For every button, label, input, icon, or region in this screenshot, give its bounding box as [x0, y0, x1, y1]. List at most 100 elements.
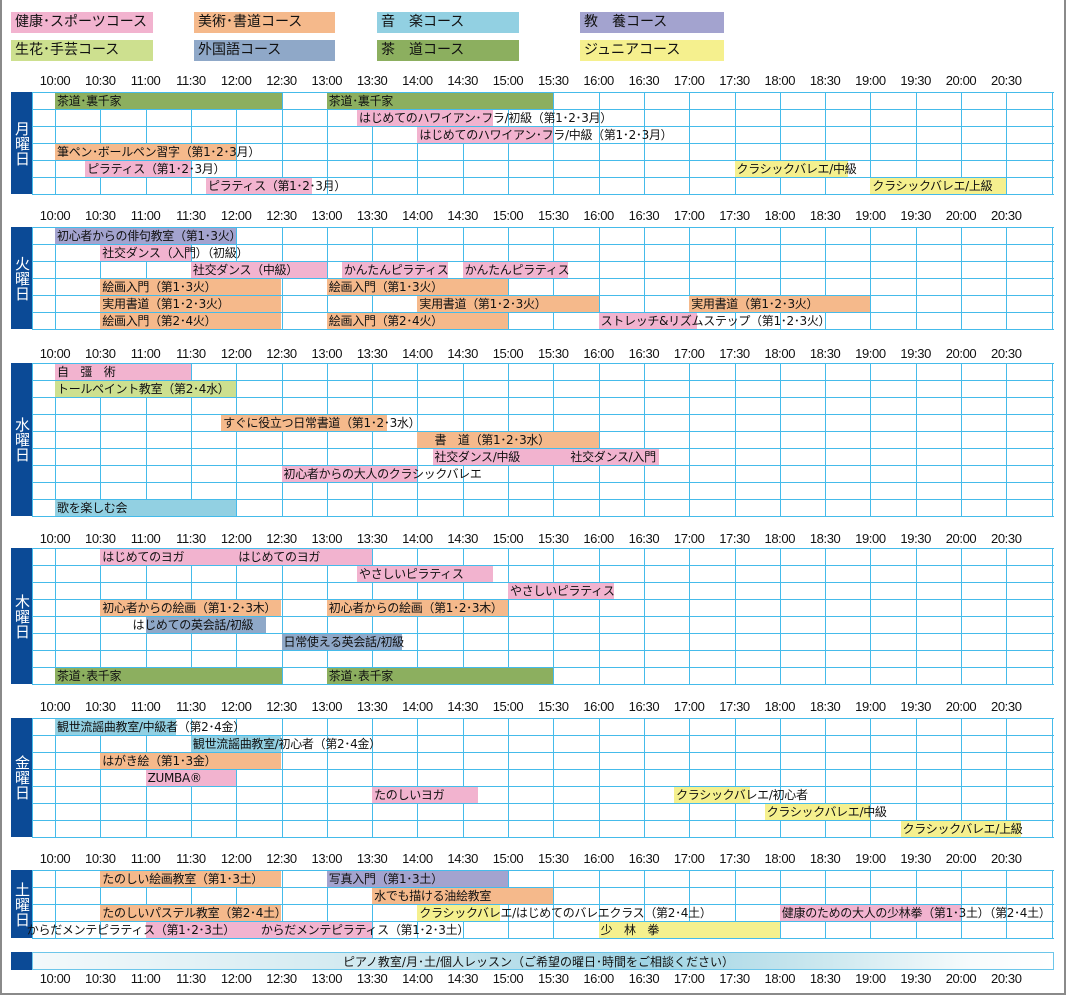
piano-lesson-bar[interactable]: ピアノ教室/月･土/個人レッスン（ご希望の曜日･時間をご相談ください） [32, 952, 1054, 970]
course-label: クラシックバレエ/上級 [872, 179, 993, 193]
course-bar[interactable] [326, 313, 508, 329]
time-label: 16:00 [583, 851, 614, 866]
course-bar[interactable] [508, 583, 614, 599]
course-bar[interactable] [900, 821, 1022, 837]
time-label: 20:00 [945, 971, 977, 986]
course-label: 茶道･表千家 [57, 669, 122, 683]
course-bar[interactable] [372, 787, 478, 803]
time-label: 10:00 [39, 531, 71, 546]
time-label: 11:30 [176, 531, 206, 546]
course-bar[interactable] [100, 600, 282, 616]
course-bar[interactable] [326, 600, 508, 616]
course-bar[interactable] [190, 262, 327, 278]
time-label: 20:00 [945, 531, 977, 546]
course-bar[interactable] [326, 871, 508, 887]
time-label: 11:00 [130, 73, 161, 88]
course-bar[interactable] [779, 905, 961, 921]
course-bar[interactable] [100, 279, 282, 295]
course-bar[interactable] [417, 432, 599, 448]
course-bar[interactable] [372, 888, 554, 904]
day-label-text: 月曜日 [13, 120, 31, 166]
course-bar[interactable] [145, 922, 267, 938]
course-bar[interactable] [100, 245, 191, 261]
course-bar[interactable] [145, 617, 267, 633]
course-bar[interactable] [55, 228, 237, 244]
time-label: 14:00 [402, 851, 433, 866]
course-bar[interactable] [417, 127, 554, 143]
course-bar[interactable] [55, 93, 282, 109]
course-bar[interactable] [100, 905, 282, 921]
grid-line [32, 887, 1054, 888]
course-bar[interactable] [55, 668, 282, 684]
course-bar[interactable] [55, 144, 237, 160]
course-bar[interactable] [326, 93, 554, 109]
grid-line [32, 414, 1054, 415]
course-bar[interactable] [55, 381, 237, 397]
grid-line [32, 194, 1054, 195]
course-bar[interactable] [258, 922, 373, 938]
course-bar[interactable] [598, 313, 697, 329]
course-bar[interactable] [100, 871, 282, 887]
course-label: はじめてのハワイアン･フラ/中級（第1･2･3月） [419, 128, 673, 142]
course-bar[interactable] [55, 500, 237, 516]
course-label: 茶道･裏千家 [328, 94, 394, 108]
course-bar[interactable] [55, 719, 176, 735]
course-bar[interactable] [417, 905, 501, 921]
course-bar[interactable] [55, 364, 191, 380]
grid-line [32, 803, 1054, 804]
grid-line [32, 227, 1054, 228]
course-bar[interactable] [357, 110, 493, 126]
grid-line [32, 448, 1054, 449]
course-bar[interactable] [100, 753, 282, 769]
course-bar[interactable] [326, 279, 508, 295]
course-bar[interactable] [568, 449, 659, 465]
day-label: 木曜日 [11, 548, 32, 684]
course-bar[interactable] [674, 787, 750, 803]
grid-line [32, 752, 1054, 753]
course-bar[interactable] [734, 161, 848, 177]
course-bar[interactable] [190, 736, 282, 752]
course-bar[interactable] [100, 313, 282, 329]
course-bar[interactable] [281, 466, 418, 482]
course-label: 茶道･表千家 [328, 669, 394, 683]
grid-line [1006, 718, 1008, 838]
course-bar[interactable] [432, 449, 569, 465]
day-label: 金曜日 [11, 718, 32, 837]
course-bar[interactable] [85, 161, 191, 177]
time-label: 11:00 [130, 851, 161, 866]
grid-line [643, 718, 645, 838]
course-bar[interactable] [870, 178, 1007, 194]
grid-line [1006, 363, 1008, 517]
course-bar[interactable] [100, 549, 237, 565]
course-bar[interactable] [598, 922, 780, 938]
time-label: 12:00 [220, 971, 252, 986]
time-header: 10:00 10:30 11:00 11:30 12:00 12:30 13:00 13:30… [2, 971, 1064, 989]
course-bar[interactable] [689, 296, 871, 312]
course-bar[interactable] [236, 549, 373, 565]
course-bar[interactable] [281, 634, 403, 650]
piano-row-marker [11, 952, 32, 970]
course-bar[interactable] [326, 668, 554, 684]
course-bar[interactable] [206, 178, 312, 194]
grid-line [32, 735, 1054, 736]
course-bar[interactable] [341, 262, 448, 278]
grid-line [32, 278, 1054, 279]
time-label: 17:30 [719, 208, 750, 223]
course-bar[interactable] [764, 804, 871, 820]
time-label: 17:00 [673, 699, 705, 714]
time-header: 10:00 10:30 11:00 11:30 12:00 12:30 13:00 13:30… [2, 73, 1064, 91]
course-bar[interactable] [145, 770, 237, 786]
course-bar[interactable] [221, 415, 388, 431]
grid-line [32, 160, 1054, 161]
time-label: 15:00 [492, 531, 524, 546]
course-bar[interactable] [417, 296, 599, 312]
course-bar[interactable] [100, 296, 282, 312]
course-bar[interactable] [462, 262, 569, 278]
time-label: 13:00 [311, 971, 343, 986]
time-label: 10:30 [85, 208, 116, 223]
time-label: 19:00 [855, 346, 886, 361]
course-label: 実用書道（第1･2･3火） [419, 297, 547, 311]
course-label: 初心者からの絵画（第1･2･3木） [328, 601, 503, 615]
course-bar[interactable] [357, 566, 493, 582]
grid-line [32, 244, 1054, 245]
